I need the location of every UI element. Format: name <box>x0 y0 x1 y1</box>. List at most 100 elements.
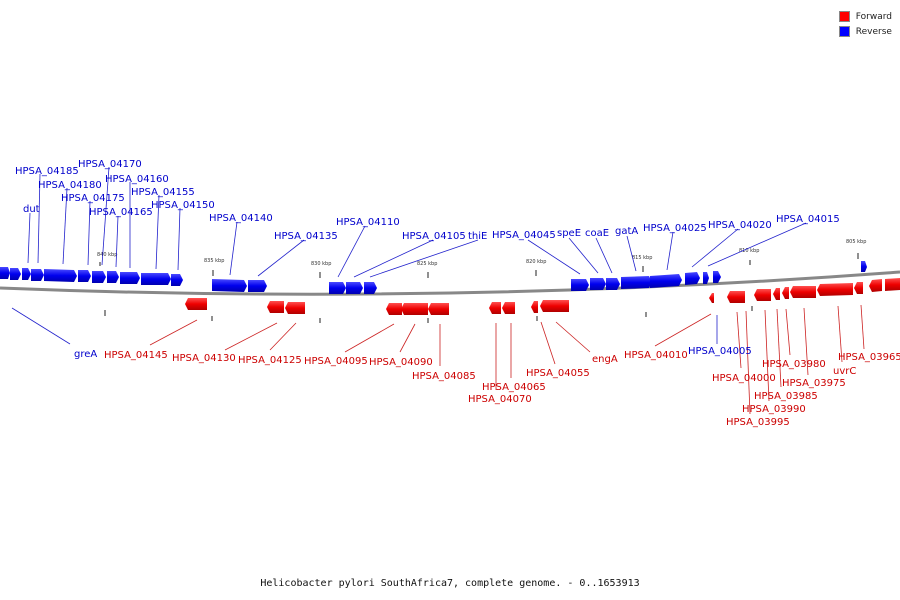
forward-gene <box>782 287 789 299</box>
gene-label: HPSA_04045 <box>492 230 556 241</box>
gene-label: HPSA_04165 <box>89 207 153 218</box>
leader-line <box>595 237 613 274</box>
forward-gene <box>185 298 207 310</box>
gene-label: thiE <box>468 231 487 242</box>
scale-label: 825 kbp <box>417 261 437 267</box>
leader-line <box>269 322 297 351</box>
leader-line <box>353 239 434 278</box>
forward-swatch <box>838 11 850 22</box>
leader-line <box>555 321 591 353</box>
scale-label: 820 kbp <box>526 259 546 265</box>
leader-line <box>101 166 110 266</box>
leader-line <box>229 221 238 276</box>
reverse-gene <box>606 278 620 290</box>
reverse-gene <box>703 272 709 284</box>
gene-label: HPSA_04010 <box>624 350 688 361</box>
reverse-gene <box>171 274 183 286</box>
reverse-gene <box>650 274 682 288</box>
reverse-gene <box>92 271 106 283</box>
reverse-gene <box>78 270 91 282</box>
gene-label: HPSA_04150 <box>151 200 215 211</box>
gene-label: HPSA_04085 <box>412 371 476 382</box>
forward-gene <box>267 301 284 313</box>
gene-label: HPSA_04110 <box>336 217 400 228</box>
leader-line <box>666 231 674 271</box>
leader-line <box>155 194 160 270</box>
gene-label: HPSA_04160 <box>105 174 169 185</box>
reverse-gene <box>713 271 721 283</box>
gene-label: HPSA_03985 <box>754 391 818 402</box>
forward-gene <box>709 293 714 303</box>
leader-line <box>337 225 366 278</box>
scale-label: 830 kbp <box>311 261 331 267</box>
gene-label: HPSA_04015 <box>776 214 840 225</box>
leader-line <box>785 308 791 356</box>
reverse-gene <box>621 276 652 289</box>
forward-gene <box>727 291 745 303</box>
gene-label: HPSA_03990 <box>742 404 806 415</box>
gene-label: HPSA_04105 <box>402 231 466 242</box>
reverse-gene <box>364 282 377 294</box>
forward-gene <box>869 279 882 292</box>
leader-line <box>62 187 68 265</box>
gene-label: HPSA_04070 <box>468 394 532 405</box>
gene-label: HPSA_04090 <box>369 357 433 368</box>
gene-label: speE <box>557 228 581 239</box>
gene-label: HPSA_03995 <box>726 417 790 428</box>
leader-line <box>837 305 843 363</box>
scale-label: 810 kbp <box>739 248 759 254</box>
gene-label: HPSA_04180 <box>38 180 102 191</box>
leader-line <box>764 309 770 402</box>
gene-label: HPSA_04145 <box>104 350 168 361</box>
gene-label: HPSA_04065 <box>482 382 546 393</box>
forward-gene <box>773 288 780 300</box>
reverse-gene <box>329 282 346 294</box>
forward-gene <box>540 300 569 312</box>
reverse-gene <box>107 271 119 283</box>
forward-gene <box>489 302 501 314</box>
legend-label: Reverse <box>855 26 892 37</box>
gene-label: HPSA_04005 <box>688 346 752 357</box>
legend-label: Forward <box>855 11 892 22</box>
gene-label: HPSA_04135 <box>274 231 338 242</box>
scale-label: 815 kbp <box>632 255 652 261</box>
gene-label: HPSA_04095 <box>304 356 368 367</box>
reverse-swatch <box>838 26 850 37</box>
reverse-gene <box>0 267 10 279</box>
legend-item-forward: Forward <box>838 9 892 24</box>
leader-line <box>654 313 712 347</box>
leader-line <box>87 200 91 266</box>
legend: Forward Reverse <box>838 9 892 39</box>
gene-label: gatA <box>615 226 638 237</box>
gene-label: HPSA_03975 <box>782 378 846 389</box>
leader-line <box>860 304 865 350</box>
leader-line <box>691 228 739 268</box>
reverse-gene <box>685 272 700 285</box>
leader-line <box>149 319 198 346</box>
reverse-gene <box>346 282 363 294</box>
map-caption: Helicobacter pylori SouthAfrica7, comple… <box>260 578 640 589</box>
reverse-gene <box>120 272 140 284</box>
legend-item-reverse: Reverse <box>838 24 892 39</box>
reverse-gene <box>10 268 21 280</box>
leader-line <box>745 310 751 415</box>
reverse-gene <box>22 268 31 280</box>
leader-line <box>527 239 581 275</box>
scale-label: 805 kbp <box>846 239 866 245</box>
forward-gene <box>854 282 863 294</box>
forward-gene <box>885 278 900 291</box>
leader-line <box>736 311 742 369</box>
leader-line <box>27 212 31 264</box>
reverse-gene <box>590 278 606 290</box>
gene-label: HPSA_03980 <box>762 359 826 370</box>
gene-label: HPSA_04170 <box>78 159 142 170</box>
leader-line <box>344 323 395 353</box>
reverse-gene <box>248 280 267 292</box>
gene-label: HPSA_04185 <box>15 166 79 177</box>
forward-gene <box>386 303 402 315</box>
leader-line <box>11 307 71 345</box>
leader-line <box>224 322 278 351</box>
forward-gene <box>401 303 428 315</box>
forward-gene <box>817 283 853 296</box>
